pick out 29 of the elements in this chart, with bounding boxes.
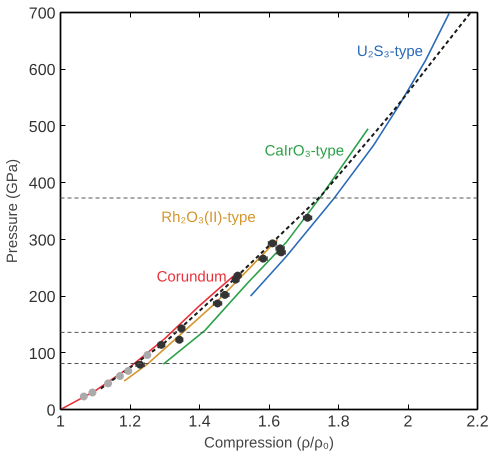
line-series	[100, 12, 472, 390]
x-tick-label: 1.8	[327, 414, 350, 430]
y-tick-label: 500	[28, 118, 56, 136]
y-tick-label: 100	[28, 346, 56, 363]
point	[80, 392, 88, 400]
y-tick-label: 0	[46, 402, 56, 420]
y-tick-label: 700	[28, 6, 56, 22]
point	[124, 366, 132, 375]
series-label: Corundum	[156, 268, 227, 286]
x-tick-label: 1.6	[258, 414, 280, 430]
series-label: U₂S₃-type	[356, 43, 424, 60]
series-label: Rh₂O₃(II)-type	[161, 208, 256, 226]
y-tick-label: 300	[28, 232, 56, 250]
point	[143, 351, 152, 360]
x-tick-label: 1	[56, 414, 66, 430]
x-tick-label: 1.2	[118, 414, 142, 430]
y-tick-label: 600	[28, 62, 56, 80]
x-tick-label: 2	[404, 414, 413, 430]
x-tick-label: 2.2	[466, 414, 489, 430]
x-tick-label: 1.4	[188, 414, 211, 430]
y-axis-title: Pressure (GPa)	[4, 158, 21, 264]
x-axis-title: Compression (ρ/ρ₀)	[204, 434, 334, 452]
point	[116, 372, 124, 380]
y-tick-label: 200	[28, 289, 56, 306]
point	[88, 388, 96, 396]
line-series	[123, 238, 278, 382]
y-tick-label: 400	[28, 176, 56, 193]
series-label: CaIrO₃-type	[264, 142, 344, 160]
point	[104, 379, 112, 388]
